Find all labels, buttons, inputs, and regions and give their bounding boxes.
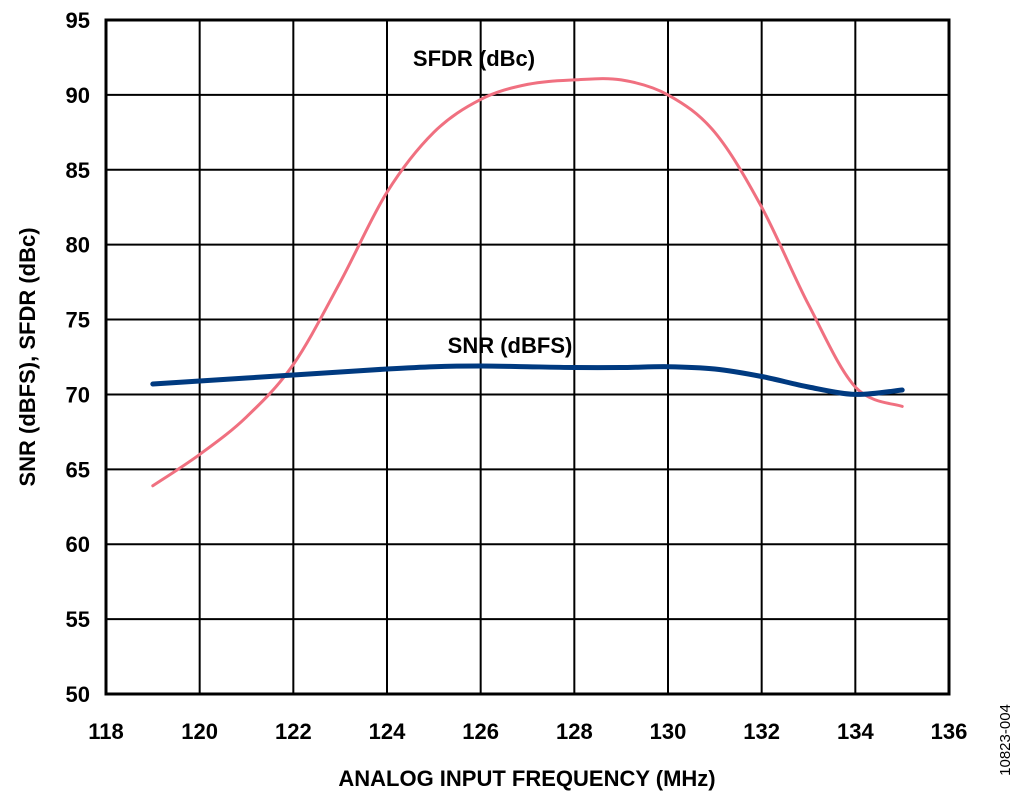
y-tick-labels: 50 55 60 65 70 75 80 85 90 95 — [66, 8, 90, 707]
y-axis-title: SNR (dBFS), SFDR (dBc) — [15, 227, 40, 486]
series-lines — [150, 77, 905, 488]
y-tick-label: 60 — [66, 532, 90, 557]
plot-frame — [104, 18, 951, 696]
y-tick-label: 90 — [66, 83, 90, 108]
x-tick-label: 126 — [462, 719, 499, 744]
x-tick-label: 118 — [88, 719, 124, 744]
series-line-snr — [150, 363, 905, 397]
x-tick-labels: 118 120 122 124 126 128 130 132 134 136 — [88, 719, 967, 744]
y-tick-label: 50 — [66, 682, 90, 707]
series-label-snr: SNR (dBFS) — [448, 333, 573, 358]
x-tick-label: 120 — [181, 719, 218, 744]
x-tick-label: 134 — [837, 719, 874, 744]
y-tick-label: 95 — [66, 8, 90, 33]
y-tick-label: 80 — [66, 233, 90, 258]
x-tick-label: 132 — [743, 719, 780, 744]
series-line-sfdr — [151, 77, 904, 488]
y-tick-label: 85 — [66, 158, 90, 183]
y-tick-label: 75 — [66, 308, 90, 333]
x-tick-label: 136 — [931, 719, 968, 744]
x-tick-label: 130 — [650, 719, 687, 744]
series-label-sfdr: SFDR (dBc) — [413, 46, 535, 71]
y-tick-label: 55 — [66, 607, 90, 632]
figure-id: 10823-004 — [997, 704, 1014, 776]
x-tick-label: 122 — [275, 719, 312, 744]
y-tick-label: 65 — [66, 457, 90, 482]
x-tick-label: 124 — [369, 719, 406, 744]
x-tick-label: 128 — [556, 719, 593, 744]
x-axis-title: ANALOG INPUT FREQUENCY (MHz) — [338, 766, 715, 791]
y-tick-label: 70 — [66, 382, 90, 407]
